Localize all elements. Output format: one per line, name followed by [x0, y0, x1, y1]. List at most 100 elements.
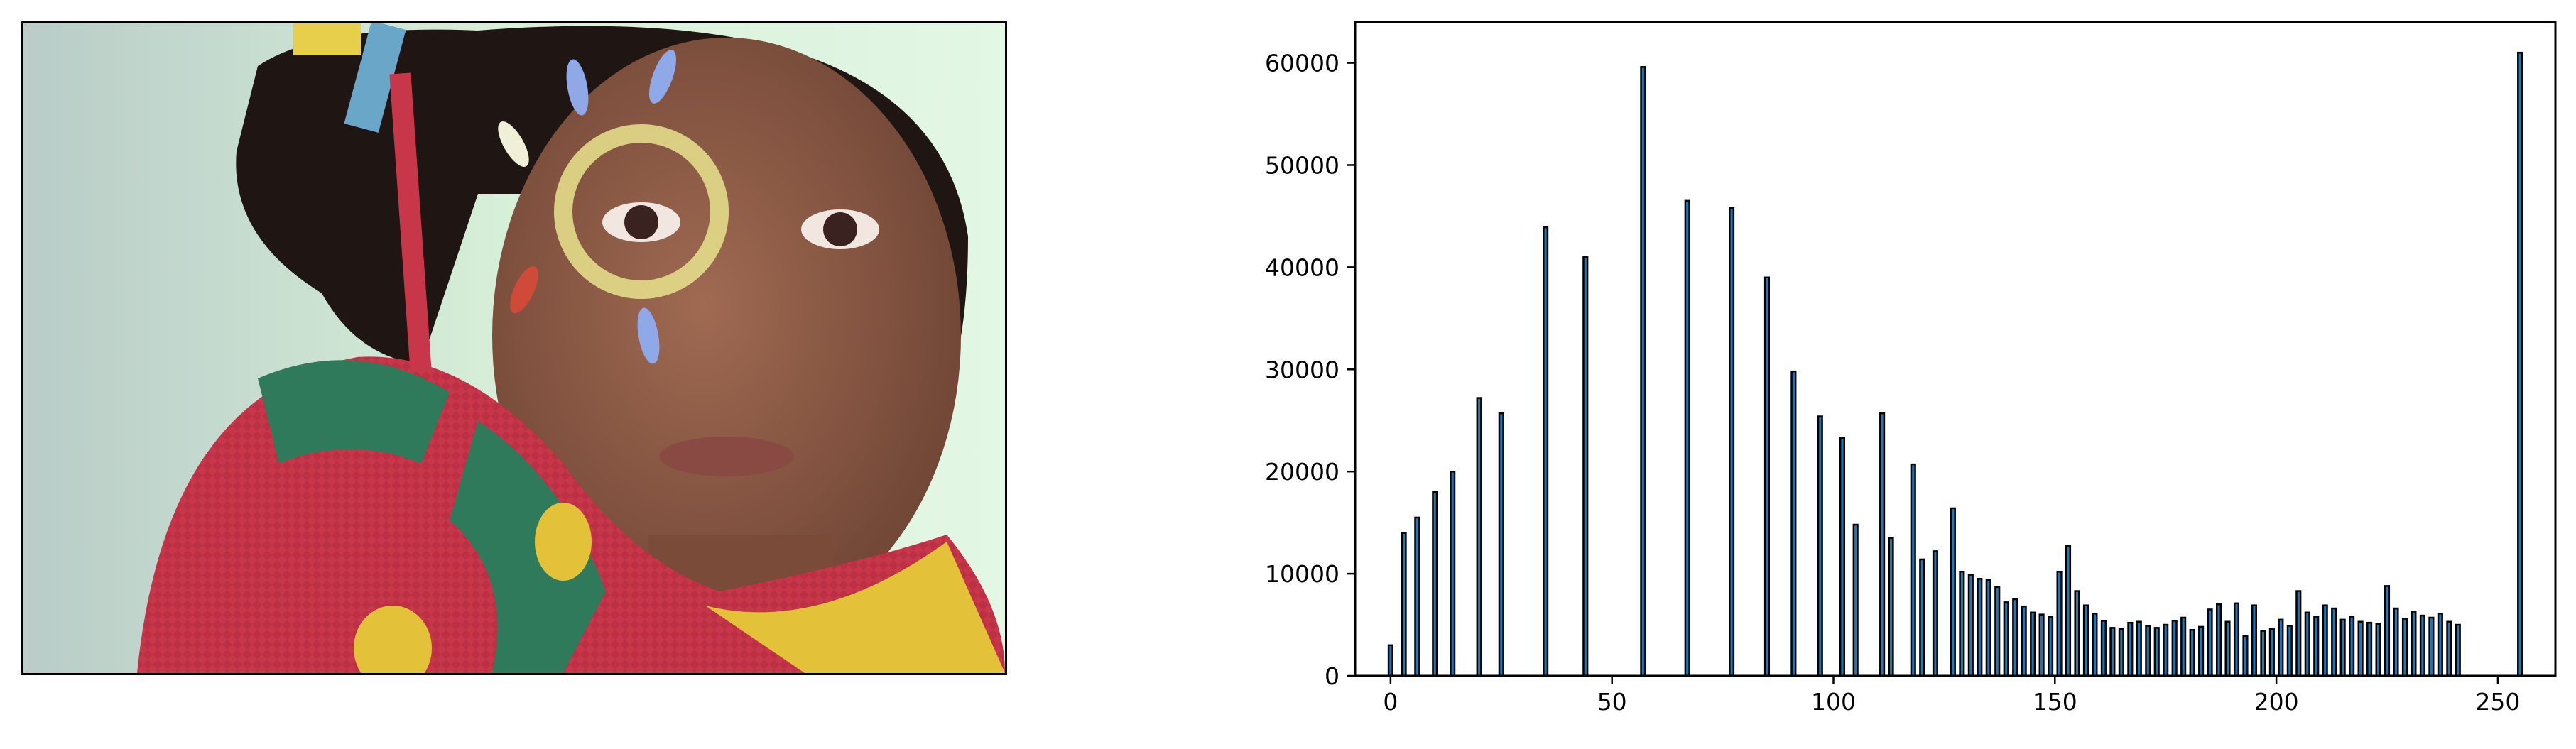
histogram-bar	[1543, 226, 1549, 677]
bars-layer	[1387, 51, 2523, 677]
histogram-bar	[1729, 207, 1735, 677]
histogram-bar	[2339, 618, 2346, 677]
histogram-bar	[2242, 635, 2249, 677]
histogram-bar	[1763, 276, 1771, 677]
histogram-bar	[2304, 611, 2310, 677]
histogram-bar	[2021, 605, 2027, 677]
histogram-bar	[2455, 623, 2461, 677]
histogram-bar	[2171, 620, 2178, 677]
histogram-bar	[1994, 586, 2001, 677]
histogram-bar	[2118, 628, 2124, 677]
histogram-bar	[2048, 616, 2054, 677]
histogram-bar	[1476, 397, 1482, 677]
histogram-bar	[1450, 470, 1456, 677]
histogram-bar	[2224, 620, 2231, 677]
histogram-bar	[1640, 66, 1646, 677]
histogram-bar	[2180, 616, 2187, 677]
histogram-bar	[2074, 590, 2080, 677]
histogram-bar	[2384, 585, 2391, 677]
histogram-bar	[1387, 644, 1393, 677]
x-tick-label: 150	[2033, 688, 2077, 716]
y-tick-label: 30000	[1265, 356, 1339, 383]
histogram-bar	[1817, 415, 1823, 677]
axes-layer: 0 50 100 150 200 250 0 10000 20000 30000 40000 5000…	[1265, 21, 2557, 716]
histogram-bar	[1414, 516, 1420, 677]
histogram-bar	[2109, 627, 2116, 677]
histogram-bar	[2065, 545, 2072, 677]
histogram-bar	[2136, 620, 2142, 677]
histogram-bar	[1582, 256, 1589, 677]
histogram-bar	[1888, 537, 1894, 677]
histogram-bar	[2401, 618, 2408, 677]
x-tick-label: 250	[2475, 688, 2520, 716]
histogram-bar	[2268, 628, 2275, 677]
histogram-bar	[2411, 611, 2417, 677]
child-portrait-photo	[23, 23, 1005, 673]
histogram-bar	[2030, 611, 2036, 677]
histogram-bar	[1959, 570, 1965, 677]
histogram-bar	[2003, 601, 2009, 677]
histogram-bar	[1985, 579, 1991, 677]
histogram-bar	[1498, 412, 1504, 677]
histogram-bar	[2349, 616, 2355, 677]
histogram-bar	[2278, 618, 2284, 677]
histogram-bar	[2322, 604, 2328, 677]
histogram-bar	[1932, 550, 1938, 677]
histogram-bar	[2286, 625, 2293, 677]
y-tick-label: 50000	[1265, 151, 1339, 179]
histogram-bar	[1879, 412, 1886, 677]
histogram-bar	[1910, 463, 1916, 677]
photo-panel	[21, 21, 1007, 675]
histogram-bar	[2056, 570, 2063, 677]
y-tick-label: 20000	[1265, 458, 1339, 486]
histogram-bar	[2313, 616, 2320, 677]
histogram-bar	[2419, 614, 2425, 677]
histogram-bar	[1967, 574, 1974, 677]
histogram-bar	[2163, 623, 2169, 677]
x-tick-label: 100	[1811, 688, 1856, 716]
histogram-bar	[2428, 616, 2435, 677]
histogram-bar	[2153, 627, 2160, 677]
x-tick-label: 50	[1597, 688, 1627, 716]
histogram-bar	[2100, 620, 2107, 677]
histogram-bar	[2038, 613, 2045, 677]
x-tick-label: 200	[2254, 688, 2299, 716]
histogram-bar	[2517, 51, 2523, 677]
x-tick-label: 0	[1383, 688, 1398, 716]
histogram-bar	[2375, 623, 2381, 677]
y-tick-label: 10000	[1265, 560, 1339, 588]
histogram-bar	[2145, 625, 2151, 677]
histogram-bar	[1950, 507, 1956, 677]
histogram-bar	[2393, 607, 2399, 677]
histogram-bar	[2189, 628, 2195, 677]
histogram-bar	[2357, 620, 2364, 677]
histogram-bar	[1919, 558, 1925, 677]
histogram-bar	[2082, 604, 2089, 677]
y-tick-label: 40000	[1265, 253, 1339, 281]
histogram-bar	[2331, 607, 2337, 677]
histogram-bar	[2366, 621, 2373, 677]
histogram-bar	[1790, 370, 1797, 677]
histogram-bar	[2295, 590, 2302, 677]
histogram-bar	[2215, 603, 2222, 677]
histogram-bar	[2092, 612, 2098, 677]
histogram-bar	[2127, 621, 2134, 677]
histogram-bar	[1684, 199, 1690, 677]
histogram-bar	[2251, 604, 2257, 677]
histogram-bar	[2233, 602, 2240, 677]
y-tick-label: 0	[1325, 662, 1339, 690]
histogram-bar	[1401, 532, 1407, 677]
histogram-bar	[1852, 523, 1859, 677]
histogram-bar	[2207, 608, 2213, 677]
histogram-bar	[1839, 437, 1846, 677]
histogram-bar	[2012, 598, 2018, 677]
y-tick-label: 60000	[1265, 50, 1339, 77]
plot-frame	[1354, 21, 2557, 677]
histogram-bar	[2446, 620, 2452, 677]
histogram-bar	[2437, 612, 2443, 677]
histogram-bar	[2260, 630, 2266, 677]
histogram-bar	[2198, 625, 2205, 677]
histogram-bar	[1432, 491, 1438, 677]
histogram-bar	[1977, 578, 1983, 677]
